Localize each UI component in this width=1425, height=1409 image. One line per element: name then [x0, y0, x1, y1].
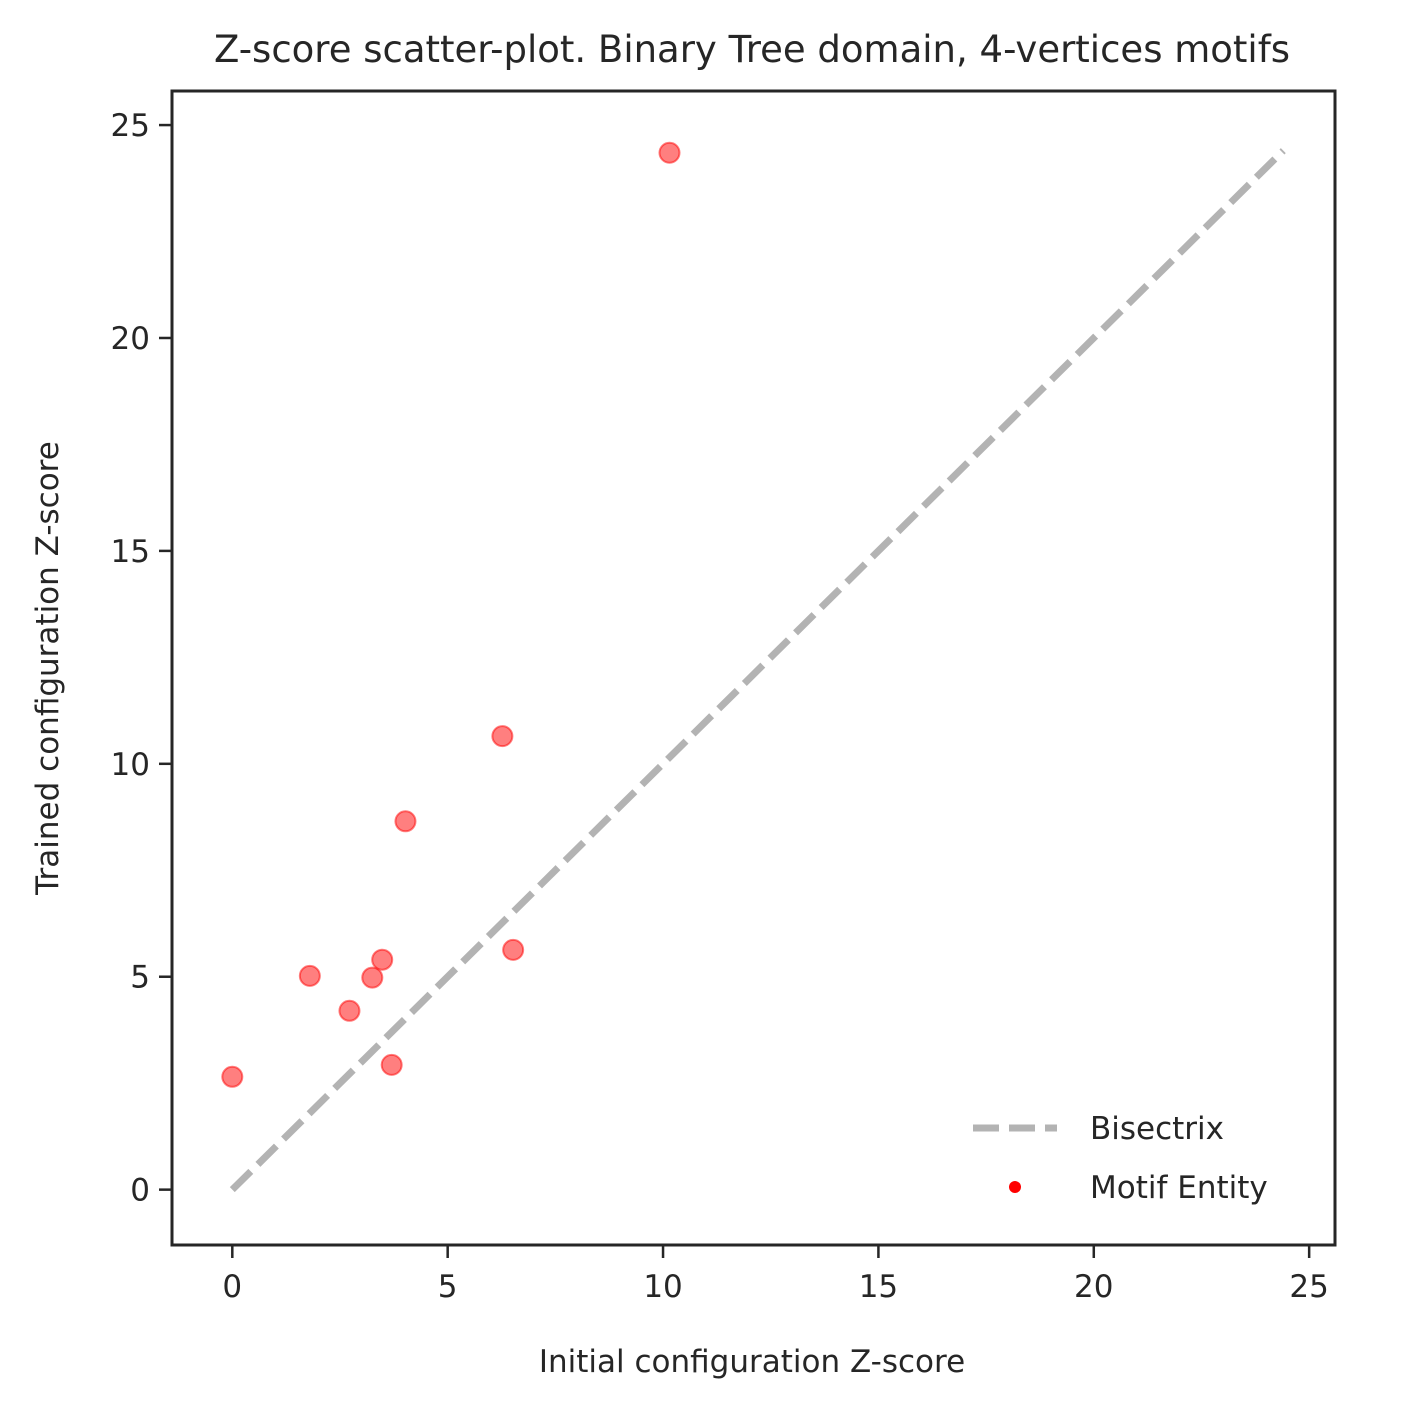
legend-motif-label: Motif Entity [1090, 1170, 1268, 1206]
y-tick-label: 0 [130, 1173, 150, 1209]
y-tick-label: 20 [111, 321, 150, 357]
x-axis-label: Initial configuration Z-score [539, 1344, 965, 1380]
y-tick-label: 5 [130, 960, 150, 996]
motif-point [221, 1065, 244, 1088]
y-tick-label: 15 [111, 534, 150, 570]
bisectrix-layer [229, 148, 1286, 1193]
y-tick-label: 25 [111, 108, 150, 144]
x-axis-ticks: 0 5 10 15 20 25 [222, 1245, 1329, 1305]
chart-title: Z-score scatter-plot. Binary Tree domain… [214, 28, 1290, 71]
y-tick-label: 10 [111, 747, 150, 783]
x-tick-label: 25 [1289, 1269, 1328, 1305]
axes-frame [170, 89, 1337, 1247]
plot-area [170, 89, 1337, 1247]
y-axis-ticks: 0 5 10 15 20 25 [111, 108, 172, 1209]
x-tick-label: 20 [1074, 1269, 1113, 1305]
motif-point [394, 810, 417, 833]
motif-point [371, 948, 394, 971]
motif-point [298, 964, 321, 987]
x-tick-label: 15 [859, 1269, 898, 1305]
motif-point [380, 1053, 403, 1076]
legend-motif-swatch [1009, 1181, 1021, 1193]
x-tick-label: 10 [643, 1269, 682, 1305]
y-axis-label: Trained configuration Z-score [30, 441, 66, 896]
bisectrix-line [229, 148, 1286, 1193]
legend: Bisectrix Motif Entity [973, 1111, 1268, 1206]
motif-point [491, 725, 514, 748]
motif-point [361, 966, 384, 989]
points-layer [221, 141, 681, 1088]
legend-bisectrix-label: Bisectrix [1090, 1111, 1224, 1147]
motif-point [502, 938, 525, 961]
motif-point [338, 999, 361, 1022]
x-tick-label: 0 [222, 1269, 242, 1305]
x-tick-label: 5 [438, 1269, 458, 1305]
motif-point [658, 141, 681, 164]
